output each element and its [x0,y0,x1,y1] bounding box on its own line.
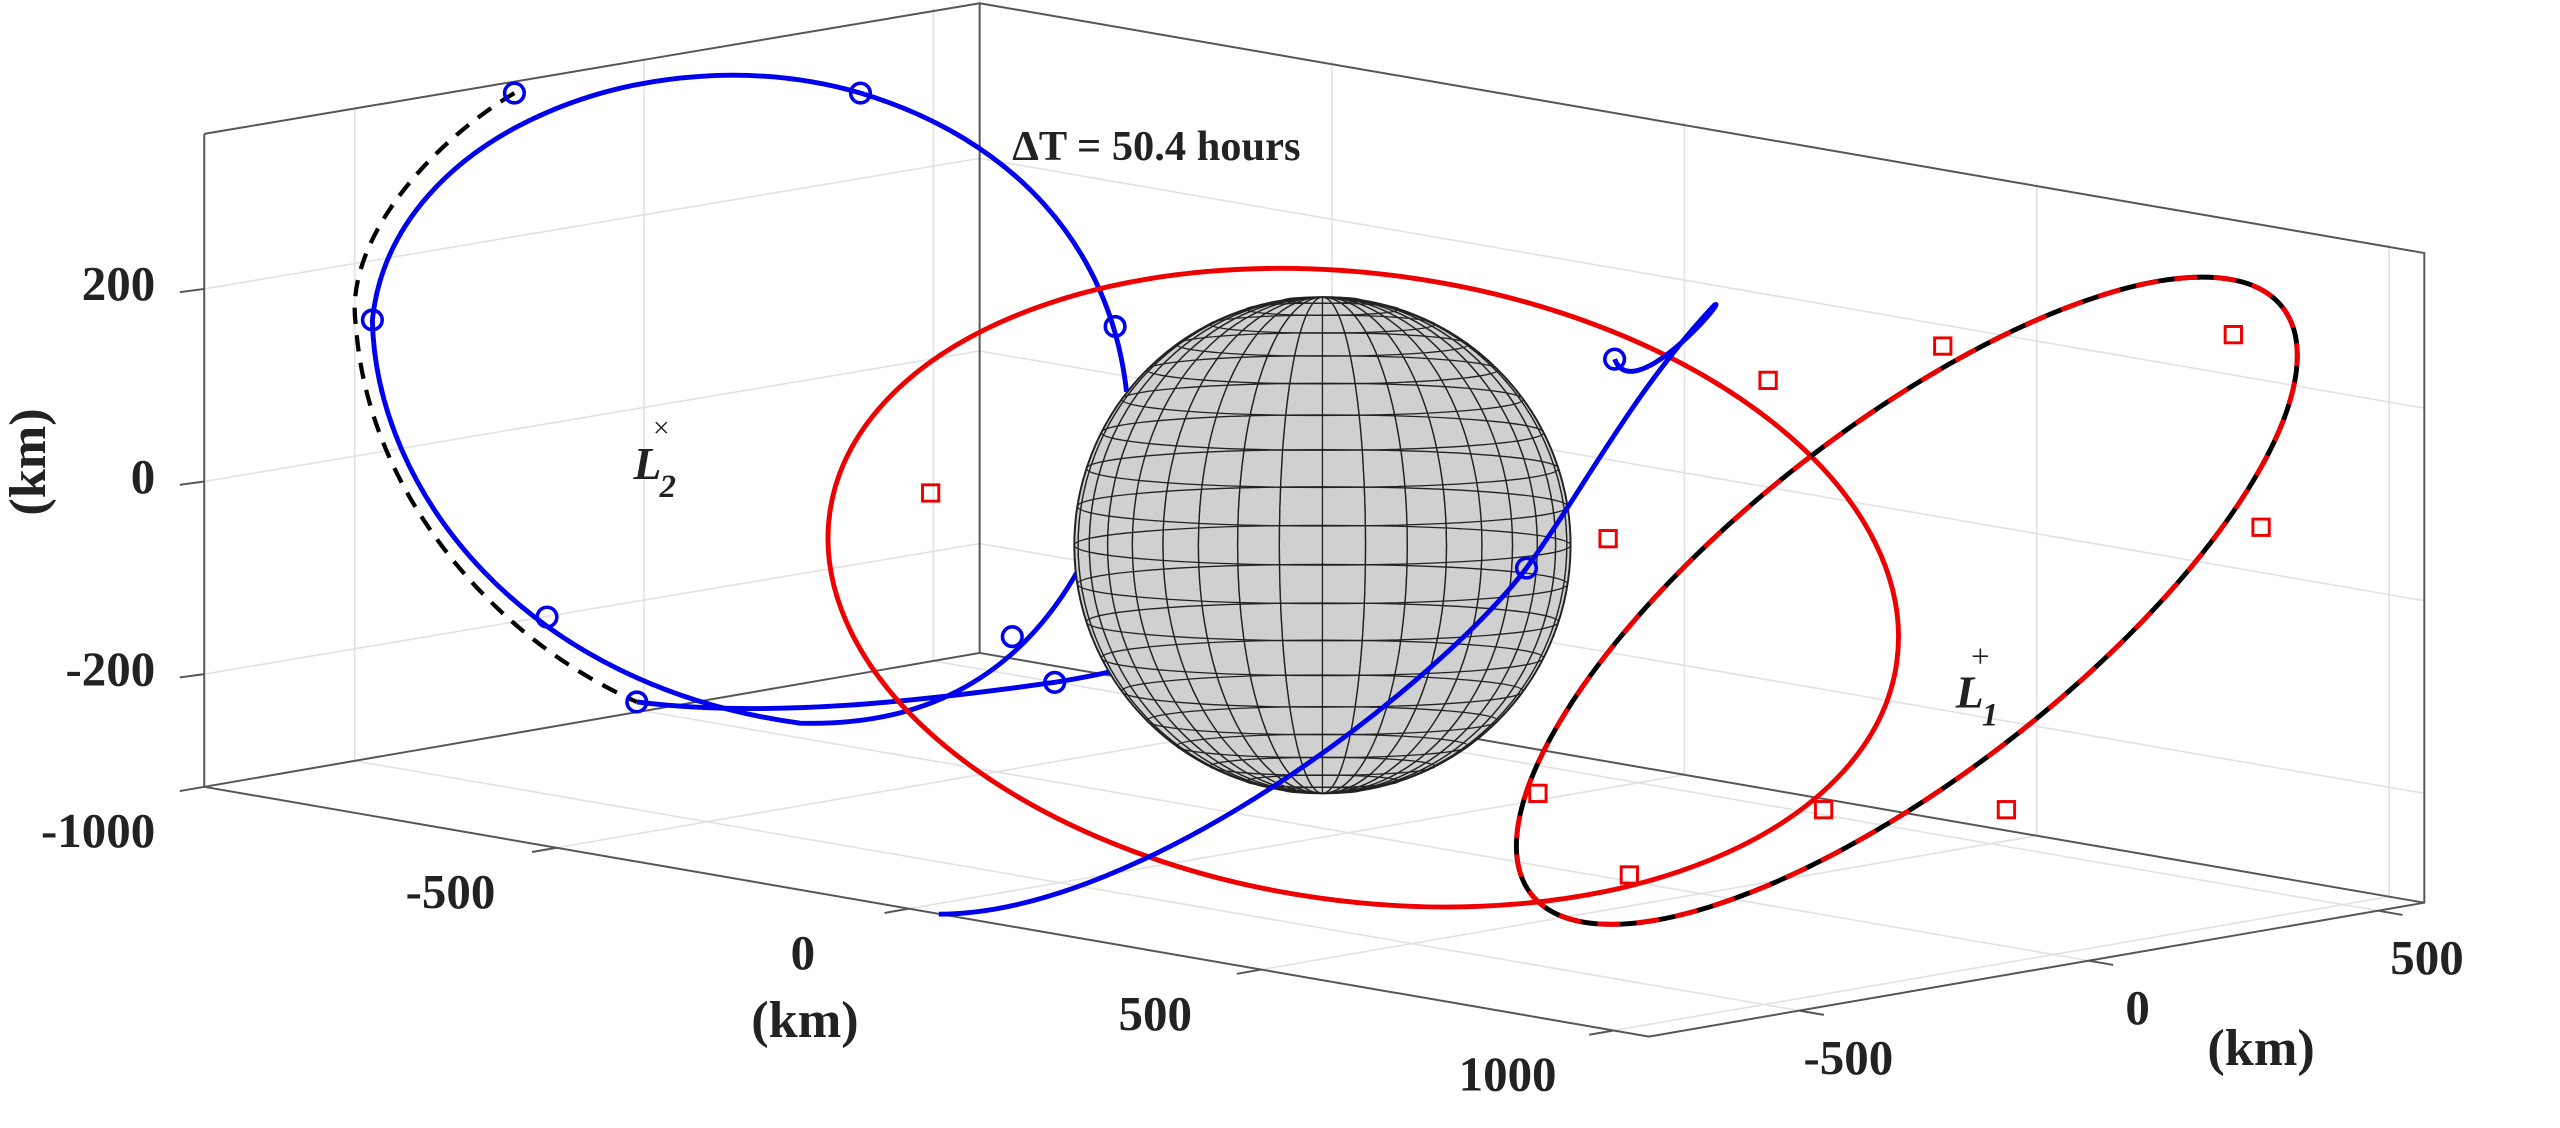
markers [360,81,2271,885]
red-marker [921,483,941,503]
blue-marker [360,308,384,332]
z-tick-label: 0 [131,449,155,504]
red-marker [1598,529,1618,549]
tick-mark [179,287,205,294]
x-tick-label: 1000 [1459,1047,1557,1102]
y-tick-label: 500 [2390,930,2463,985]
x-tick-label: -500 [406,864,496,919]
tick-mark [179,673,205,679]
y-axis-label: (km) [2207,1019,2314,1077]
tick-mark [179,480,205,486]
blue-marker [1043,670,1067,694]
z-tick-label: -200 [65,641,155,696]
grid-line [1613,243,2390,1032]
x-tick-label: 500 [1118,986,1191,1041]
orbit-l1 [1513,274,2300,927]
tick-mark [531,846,557,853]
z-axis-label: (km) [0,408,57,515]
orbit-l1-reference [1513,274,2300,927]
l1-label: L [1955,667,1984,718]
orbit-transfer-red [825,265,1901,910]
tick-mark [179,785,205,793]
tick-mark [1236,968,1262,975]
transfer-blue [938,302,1719,917]
x-axis-label: (km) [751,991,858,1049]
tick-mark [2088,959,2114,966]
labels: ΔT = 50.4 hours × L 2 + L 1 (km) (km) (k… [0,123,2315,1077]
orbit-l2 [369,72,1129,393]
l2-marker: × [653,413,670,445]
orbits-front [825,265,2300,927]
blue-marker [502,81,526,105]
blue-marker [1103,314,1127,339]
red-marker [1619,865,1639,885]
l2-subscript: 2 [659,469,676,505]
moon [1073,296,1572,795]
l2-label: L [633,438,662,489]
orbits-back [352,72,1144,726]
y-tick-label: 0 [2125,980,2149,1035]
tick-mark [884,907,910,914]
red-marker [2251,517,2271,537]
red-marker [1933,336,1953,356]
tick-mark [1799,1009,1825,1016]
red-marker [1758,370,1778,390]
red-marker [2223,325,2243,345]
blue-marker [1603,347,1627,371]
parallel [1282,296,1362,304]
orbit-l2 [369,319,1080,726]
red-marker [1528,783,1548,803]
tick-mark [1589,1029,1614,1036]
red-marker [1813,800,1834,820]
l1-subscript: 1 [1982,698,1998,734]
x-tick-label: 0 [791,925,815,980]
x-tick-label: -1000 [41,803,155,858]
annotation: ΔT = 50.4 hours [1012,123,1300,170]
tick-mark [2377,909,2403,916]
y-tick-label: -500 [1803,1030,1893,1085]
grid-line [204,0,981,788]
blue-marker [625,690,649,714]
blue-marker [1514,556,1539,580]
orbit-l2-reference [352,91,638,704]
l1-marker: + [1971,639,1989,675]
blue-marker [535,605,559,629]
z-tick-label: 200 [82,256,155,311]
red-marker [1996,800,2017,820]
blue-marker [1000,625,1024,649]
blue-marker [848,81,873,105]
